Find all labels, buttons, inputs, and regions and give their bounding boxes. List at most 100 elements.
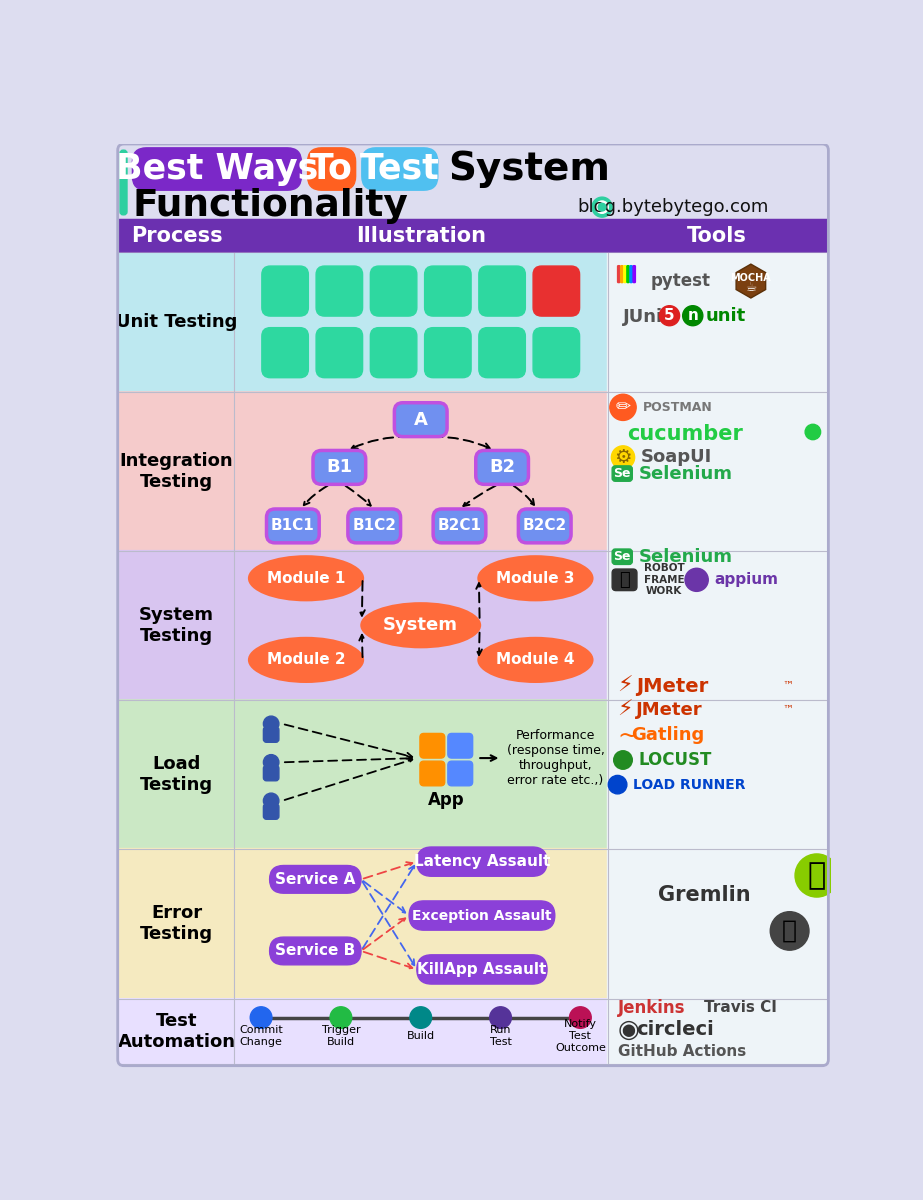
FancyBboxPatch shape bbox=[617, 265, 620, 282]
Text: cucumber: cucumber bbox=[627, 424, 743, 444]
Text: Unit Testing: Unit Testing bbox=[116, 313, 237, 331]
Text: Test
Automation: Test Automation bbox=[117, 1012, 235, 1051]
FancyBboxPatch shape bbox=[119, 848, 234, 998]
FancyBboxPatch shape bbox=[479, 266, 525, 316]
Text: KillApp Assault: KillApp Assault bbox=[417, 962, 546, 977]
Text: ™: ™ bbox=[782, 682, 793, 691]
Text: B2: B2 bbox=[489, 458, 515, 476]
Text: appium: appium bbox=[714, 572, 778, 587]
Text: JMeter: JMeter bbox=[636, 701, 702, 719]
Circle shape bbox=[611, 446, 635, 469]
Text: ⚙: ⚙ bbox=[614, 448, 631, 467]
Text: 👾: 👾 bbox=[808, 862, 826, 890]
FancyBboxPatch shape bbox=[234, 700, 607, 848]
FancyBboxPatch shape bbox=[119, 392, 234, 551]
FancyBboxPatch shape bbox=[420, 733, 445, 758]
Text: 5: 5 bbox=[665, 308, 675, 323]
FancyBboxPatch shape bbox=[370, 266, 417, 316]
FancyBboxPatch shape bbox=[119, 700, 234, 848]
FancyBboxPatch shape bbox=[132, 148, 302, 190]
FancyBboxPatch shape bbox=[417, 955, 547, 984]
Polygon shape bbox=[737, 264, 766, 298]
FancyBboxPatch shape bbox=[607, 551, 827, 700]
Circle shape bbox=[263, 716, 279, 732]
Text: GitHub Actions: GitHub Actions bbox=[617, 1044, 746, 1058]
FancyBboxPatch shape bbox=[425, 266, 471, 316]
FancyBboxPatch shape bbox=[348, 509, 401, 542]
FancyBboxPatch shape bbox=[519, 509, 571, 542]
Text: LOCUST: LOCUST bbox=[639, 751, 712, 769]
FancyBboxPatch shape bbox=[620, 265, 623, 282]
Text: Illustration: Illustration bbox=[355, 226, 485, 246]
FancyBboxPatch shape bbox=[115, 144, 831, 221]
FancyBboxPatch shape bbox=[433, 509, 485, 542]
FancyBboxPatch shape bbox=[234, 551, 607, 700]
Text: ™: ™ bbox=[782, 704, 793, 715]
FancyBboxPatch shape bbox=[234, 998, 607, 1064]
Circle shape bbox=[771, 912, 809, 950]
FancyBboxPatch shape bbox=[263, 727, 279, 743]
Text: Performance
(response time,
throughput,
error rate etc.,): Performance (response time, throughput, … bbox=[507, 730, 605, 787]
FancyBboxPatch shape bbox=[607, 848, 827, 998]
Text: ☕: ☕ bbox=[745, 281, 757, 294]
Text: Module 1: Module 1 bbox=[267, 571, 345, 586]
FancyBboxPatch shape bbox=[420, 761, 445, 786]
FancyBboxPatch shape bbox=[627, 265, 629, 282]
Text: Run
Test: Run Test bbox=[489, 1025, 511, 1046]
FancyBboxPatch shape bbox=[607, 252, 827, 392]
FancyBboxPatch shape bbox=[425, 328, 471, 378]
Text: Service A: Service A bbox=[275, 872, 355, 887]
Text: JMeter: JMeter bbox=[636, 677, 709, 696]
Text: POSTMAN: POSTMAN bbox=[642, 401, 713, 414]
Circle shape bbox=[592, 197, 612, 217]
Circle shape bbox=[805, 425, 821, 439]
Text: System
Testing: System Testing bbox=[139, 606, 214, 644]
Text: B1: B1 bbox=[327, 458, 353, 476]
Text: ~: ~ bbox=[617, 724, 639, 748]
Text: To: To bbox=[310, 151, 353, 186]
FancyBboxPatch shape bbox=[448, 733, 473, 758]
Text: Test: Test bbox=[360, 151, 439, 186]
Text: Functionality: Functionality bbox=[132, 187, 408, 223]
FancyBboxPatch shape bbox=[316, 266, 363, 316]
FancyBboxPatch shape bbox=[607, 392, 827, 551]
Circle shape bbox=[263, 793, 279, 809]
Text: ◉: ◉ bbox=[617, 1018, 640, 1042]
Text: B2C1: B2C1 bbox=[438, 518, 482, 534]
FancyBboxPatch shape bbox=[633, 265, 635, 282]
Circle shape bbox=[330, 1007, 352, 1028]
Text: Commit
Change: Commit Change bbox=[239, 1025, 283, 1046]
Text: ROBOT
FRAME
WORK: ROBOT FRAME WORK bbox=[644, 563, 685, 596]
FancyBboxPatch shape bbox=[607, 700, 827, 848]
FancyBboxPatch shape bbox=[263, 766, 279, 781]
Circle shape bbox=[685, 569, 708, 592]
Text: System: System bbox=[383, 617, 458, 635]
Circle shape bbox=[598, 203, 606, 211]
Text: Module 2: Module 2 bbox=[267, 653, 345, 667]
Circle shape bbox=[659, 306, 679, 325]
FancyBboxPatch shape bbox=[533, 266, 580, 316]
FancyBboxPatch shape bbox=[612, 466, 632, 481]
FancyBboxPatch shape bbox=[612, 550, 632, 564]
FancyBboxPatch shape bbox=[630, 265, 632, 282]
Ellipse shape bbox=[477, 637, 593, 683]
Text: Integration
Testing: Integration Testing bbox=[120, 452, 234, 491]
FancyBboxPatch shape bbox=[533, 328, 580, 378]
FancyBboxPatch shape bbox=[119, 252, 234, 392]
FancyBboxPatch shape bbox=[270, 937, 361, 965]
Text: Process: Process bbox=[131, 226, 222, 246]
Text: SoapUI: SoapUI bbox=[641, 449, 712, 467]
Ellipse shape bbox=[477, 556, 593, 601]
Text: Travis CI: Travis CI bbox=[704, 1001, 777, 1015]
Text: JUnit: JUnit bbox=[623, 308, 672, 326]
FancyBboxPatch shape bbox=[612, 569, 637, 590]
Text: n: n bbox=[688, 308, 698, 323]
FancyBboxPatch shape bbox=[307, 148, 355, 190]
Text: Build: Build bbox=[407, 1031, 435, 1042]
FancyBboxPatch shape bbox=[394, 403, 447, 437]
Text: B2C2: B2C2 bbox=[522, 518, 567, 534]
Circle shape bbox=[683, 306, 702, 325]
Circle shape bbox=[410, 1007, 432, 1028]
FancyBboxPatch shape bbox=[119, 998, 234, 1064]
Text: Tools: Tools bbox=[688, 226, 747, 246]
